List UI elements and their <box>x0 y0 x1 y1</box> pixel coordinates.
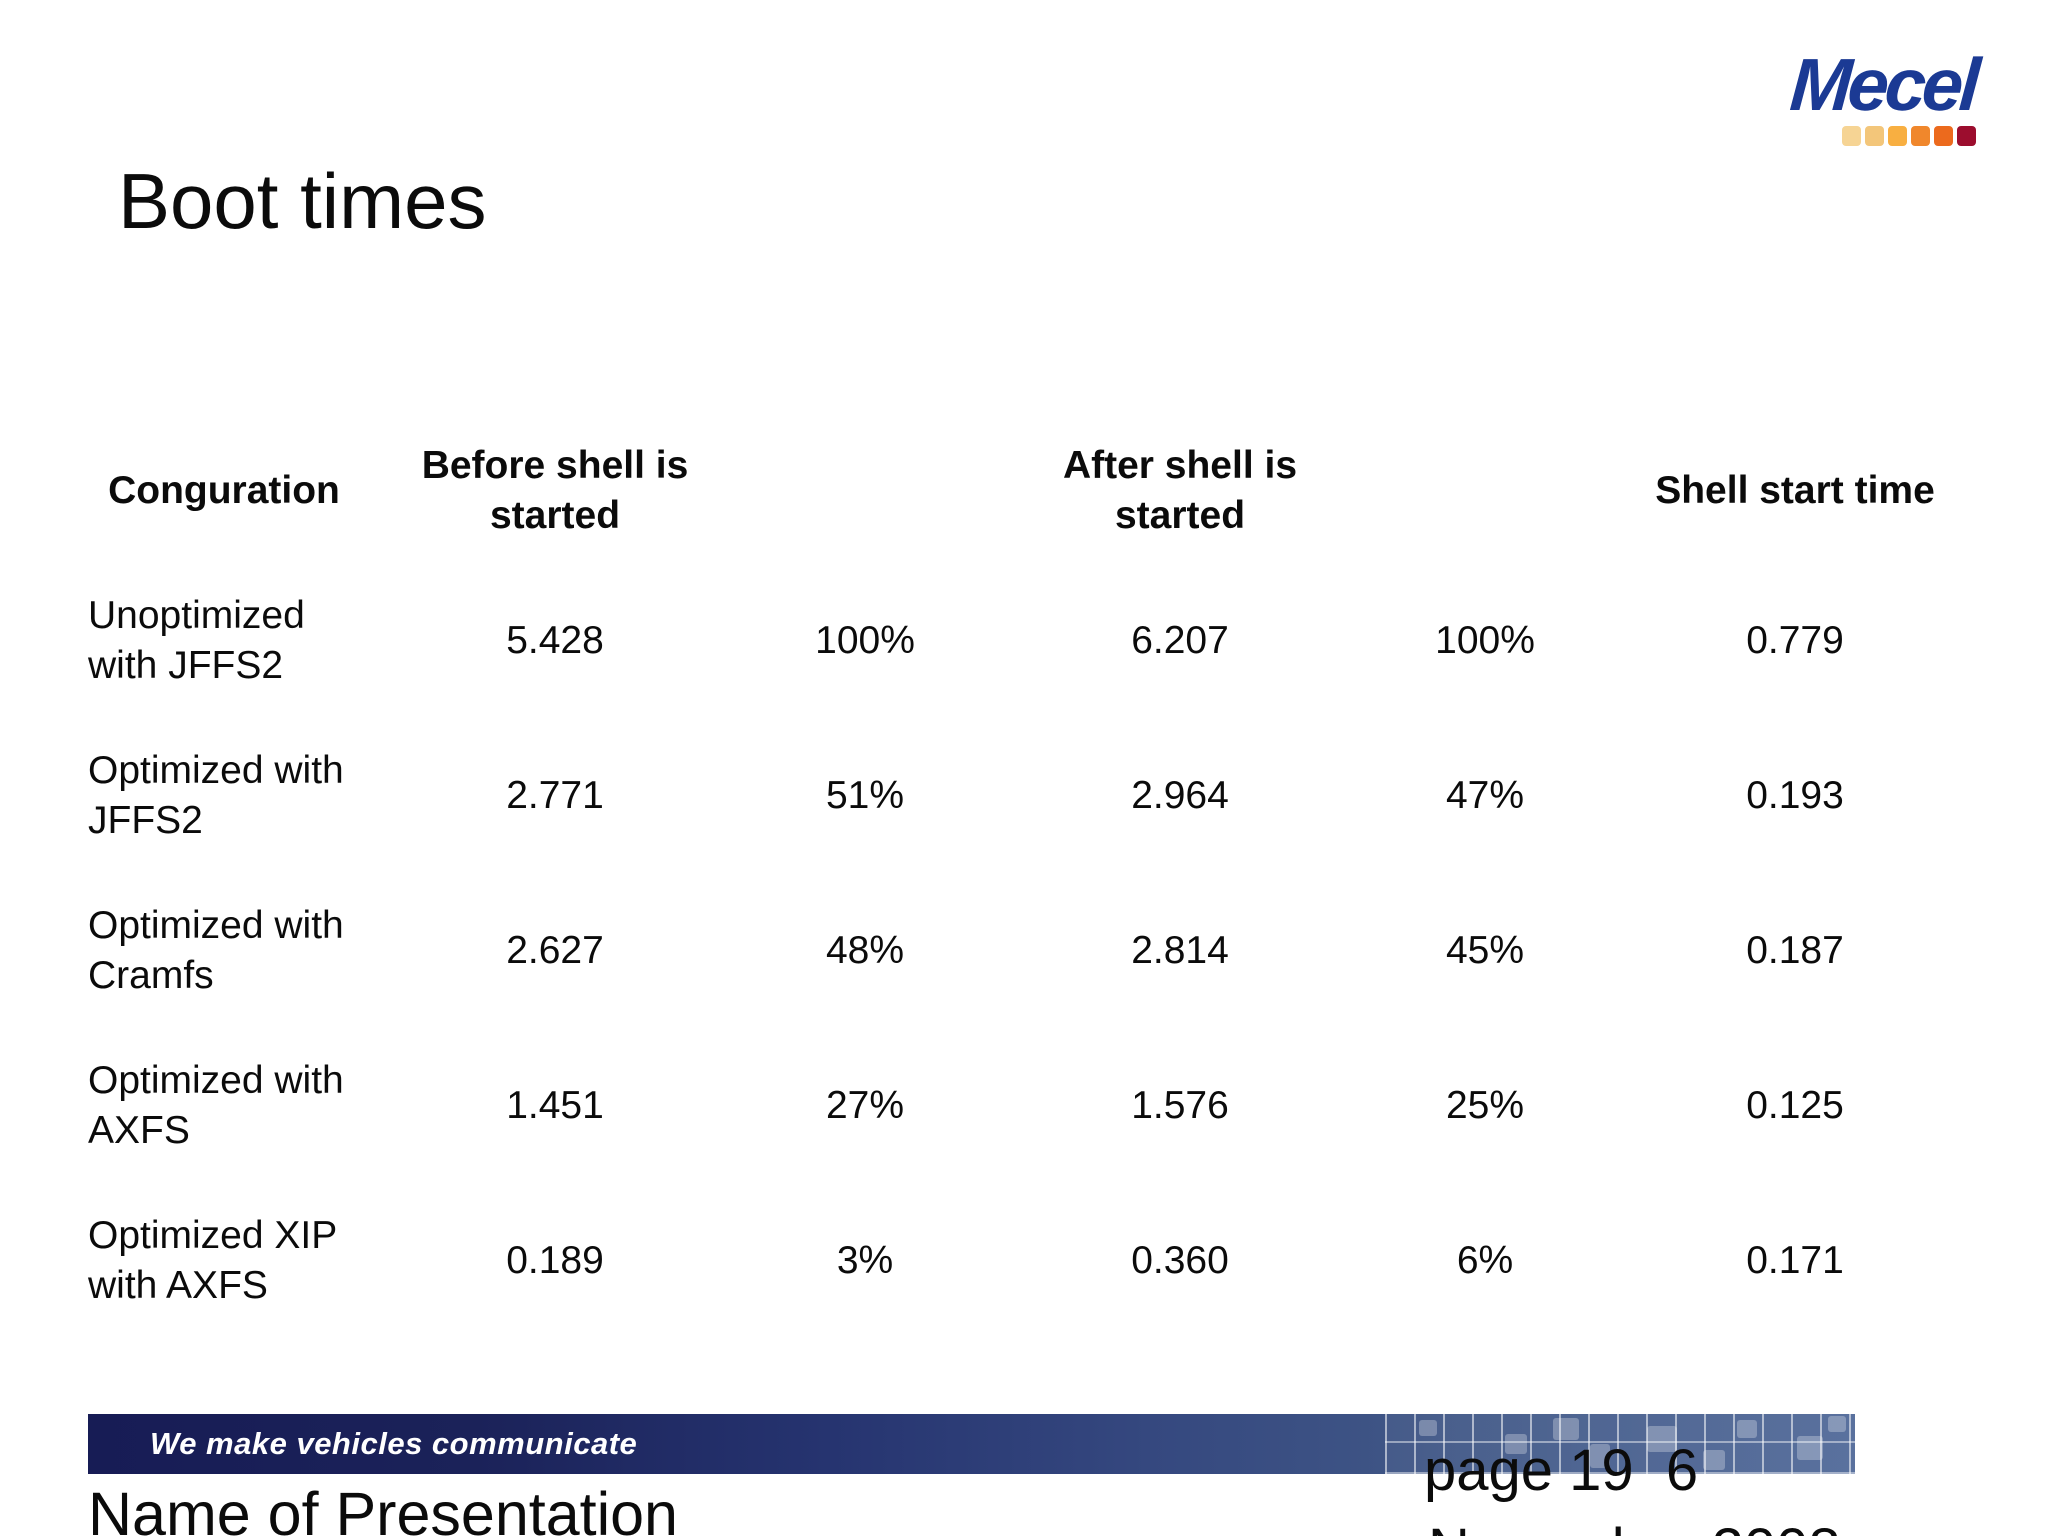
row-label: Optimized with AXFS <box>88 1058 344 1152</box>
logo-square-3 <box>1888 126 1907 146</box>
cell-before: 5.428 <box>506 618 604 662</box>
logo-square-4 <box>1911 126 1930 146</box>
cell-before: 2.627 <box>506 928 604 972</box>
page-title: Boot times <box>118 157 487 245</box>
col-header-before-pct <box>710 428 1020 563</box>
cell-after-pct: 6% <box>1456 1238 1514 1282</box>
cell-shell-start: 0.187 <box>1746 928 1844 972</box>
logo-square-5 <box>1934 126 1953 146</box>
col-header-configuration: Conguration <box>108 468 340 512</box>
mecel-logo-text: Mecel <box>1787 43 1979 126</box>
cell-after: 1.576 <box>1131 1083 1229 1127</box>
cell-shell-start: 0.125 <box>1746 1083 1844 1127</box>
footer-tagline: We make vehicles communicate <box>150 1426 638 1461</box>
logo-square-6 <box>1957 126 1976 146</box>
cell-before-pct: 48% <box>825 928 905 972</box>
cell-after: 6.207 <box>1131 618 1229 662</box>
cell-after: 2.814 <box>1131 928 1229 972</box>
cell-after-pct: 25% <box>1445 1083 1525 1127</box>
footer-date: November 2008 <box>1428 1516 1841 1536</box>
logo-square-2 <box>1865 126 1884 146</box>
cell-after-pct: 100% <box>1435 618 1535 662</box>
logo-square-1 <box>1842 126 1861 146</box>
cell-shell-start: 0.779 <box>1746 618 1844 662</box>
cell-before: 0.189 <box>506 1238 604 1282</box>
cell-after: 0.360 <box>1131 1238 1229 1282</box>
col-header-shell-start: Shell start time <box>1655 468 1935 512</box>
cell-after-pct: 47% <box>1445 773 1525 817</box>
footer-presentation-name: Name of Presentation <box>88 1480 678 1536</box>
footer-page-number: page 19 6 <box>1424 1438 1699 1503</box>
cell-after-pct: 45% <box>1445 928 1525 972</box>
mecel-logo: Mecel <box>1656 43 1979 146</box>
footer-bar-mosaic-texture <box>1385 1414 1855 1474</box>
cell-before-pct: 51% <box>825 773 905 817</box>
cell-before-pct: 3% <box>836 1238 894 1282</box>
cell-shell-start: 0.193 <box>1746 773 1844 817</box>
row-label: Unoptimized with JFFS2 <box>88 593 305 687</box>
row-label: Optimized with Cramfs <box>88 903 344 997</box>
col-header-after-pct <box>1340 428 1630 563</box>
cell-before: 1.451 <box>506 1083 604 1127</box>
cell-before: 2.771 <box>506 773 604 817</box>
cell-after: 2.964 <box>1131 773 1229 817</box>
boot-times-table: Conguration Before shell is started Afte… <box>60 428 1960 1338</box>
col-header-before-shell: Before shell is started <box>421 443 689 537</box>
cell-before-pct: 27% <box>825 1083 905 1127</box>
mecel-logo-squares <box>1656 126 1976 146</box>
cell-shell-start: 0.171 <box>1746 1238 1844 1282</box>
row-label: Optimized with JFFS2 <box>88 748 344 842</box>
footer-bar: We make vehicles communicate <box>88 1414 1855 1474</box>
cell-before-pct: 100% <box>815 618 915 662</box>
col-header-after-shell: After shell is started <box>1062 443 1298 537</box>
row-label: Optimized XIP with AXFS <box>88 1213 337 1307</box>
